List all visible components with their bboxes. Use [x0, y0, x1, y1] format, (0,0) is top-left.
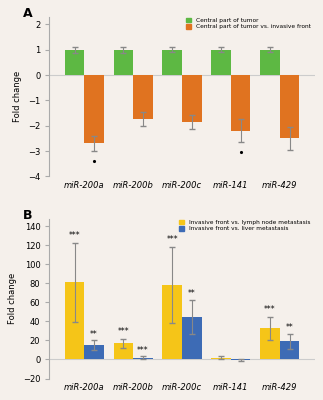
Text: **: **	[188, 289, 196, 298]
Bar	[182, 317, 202, 360]
Bar	[162, 285, 182, 360]
Legend: Invasive front vs. lymph node metastasis, Invasive front vs. liver metastasis: Invasive front vs. lymph node metastasis…	[178, 218, 312, 232]
Text: ***: ***	[118, 327, 129, 336]
Text: ***: ***	[137, 346, 149, 354]
Bar	[211, 358, 231, 360]
Bar	[211, 50, 231, 75]
Bar	[162, 50, 182, 75]
Bar	[260, 50, 280, 75]
Bar	[280, 75, 299, 138]
Y-axis label: Fold change: Fold change	[8, 273, 17, 324]
Text: ***: ***	[264, 305, 276, 314]
Legend: Central part of tumor, Central part of tumor vs. invasive front: Central part of tumor, Central part of t…	[185, 16, 312, 30]
Text: ***: ***	[166, 236, 178, 244]
Bar	[84, 75, 104, 144]
Bar	[231, 75, 250, 131]
Bar	[182, 75, 202, 122]
Bar	[84, 345, 104, 360]
Bar	[260, 328, 280, 360]
Text: B: B	[23, 209, 32, 222]
Text: **: **	[286, 323, 293, 332]
Y-axis label: Fold change: Fold change	[14, 71, 23, 122]
Bar	[133, 358, 153, 360]
Bar	[133, 75, 153, 119]
Bar	[65, 282, 84, 360]
Text: ***: ***	[69, 231, 80, 240]
Text: A: A	[23, 7, 33, 20]
Bar	[280, 342, 299, 360]
Bar	[114, 50, 133, 75]
Bar	[114, 343, 133, 360]
Text: **: **	[90, 330, 98, 338]
Bar	[65, 50, 84, 75]
